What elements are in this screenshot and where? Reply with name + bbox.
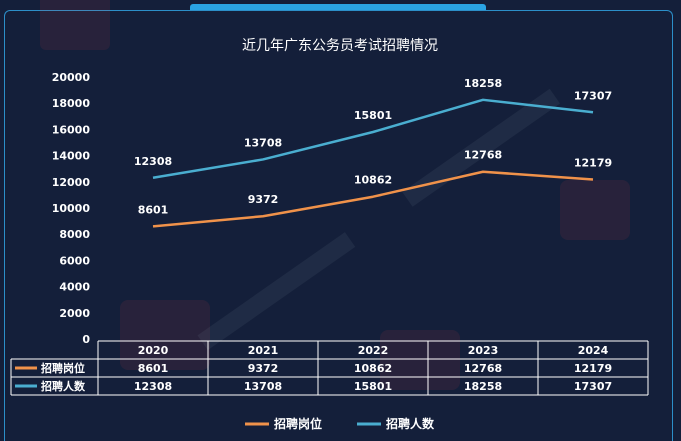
y-axis-ticks: 0 2000 4000 6000 8000 10000 12000 14000 16000 180… xyxy=(52,71,91,346)
table-cell-value: 17307 xyxy=(574,380,612,393)
data-label: 18258 xyxy=(464,77,502,90)
y-tick-label: 12000 xyxy=(52,176,91,189)
y-tick-label: 16000 xyxy=(52,123,91,136)
y-tick-label: 10000 xyxy=(52,202,91,215)
data-label: 15801 xyxy=(354,109,392,122)
table-cell-value: 13708 xyxy=(244,380,282,393)
data-label: 9372 xyxy=(248,193,279,206)
table-cell-value: 15801 xyxy=(354,380,392,393)
data-label: 12768 xyxy=(464,149,502,162)
series-line-2 xyxy=(152,98,594,179)
x-category-label: 2022 xyxy=(358,344,389,357)
data-label: 8601 xyxy=(138,203,169,216)
series-lines xyxy=(152,98,594,228)
table-cell-value: 12308 xyxy=(134,380,172,393)
legend-label-1: 招聘岗位 xyxy=(274,416,322,431)
data-label: 17307 xyxy=(574,89,612,102)
data-label: 10862 xyxy=(354,174,392,187)
table-cell-value: 8601 xyxy=(138,362,169,375)
table-cell-value: 10862 xyxy=(354,362,392,375)
x-category-label: 2023 xyxy=(468,344,499,357)
data-table: 2020 2021 2022 2023 2024 招聘岗位 8601 9372 10862 127… xyxy=(10,340,649,396)
legend: 招聘岗位 招聘人数 xyxy=(245,416,435,431)
table-cell-value: 18258 xyxy=(464,380,502,393)
chart-title: 近几年广东公务员考试招聘情况 xyxy=(242,38,438,54)
y-tick-label: 6000 xyxy=(59,254,90,267)
frame-accent-bar xyxy=(190,4,486,10)
y-tick-label: 18000 xyxy=(52,97,91,110)
x-category-label: 2024 xyxy=(578,344,609,357)
table-series-name: 招聘人数 xyxy=(41,379,86,393)
x-category-label: 2020 xyxy=(138,344,169,357)
y-tick-label: 20000 xyxy=(52,71,91,84)
data-labels: 8601 9372 10862 12768 12179 12308 13708 15801 18… xyxy=(134,77,612,217)
table-series-name: 招聘岗位 xyxy=(41,361,85,375)
y-tick-label: 4000 xyxy=(59,281,90,294)
data-label: 12179 xyxy=(574,156,612,169)
legend-label-2: 招聘人数 xyxy=(386,416,435,431)
y-tick-label: 0 xyxy=(82,333,90,346)
chart-frame xyxy=(4,10,673,441)
series-line-1 xyxy=(152,170,594,228)
data-label: 13708 xyxy=(244,136,282,149)
y-tick-label: 14000 xyxy=(52,150,91,163)
table-cell-value: 12179 xyxy=(574,362,612,375)
table-cell-value: 12768 xyxy=(464,362,502,375)
y-tick-label: 8000 xyxy=(59,228,90,241)
x-category-label: 2021 xyxy=(248,344,279,357)
table-cell-value: 9372 xyxy=(248,362,279,375)
y-tick-label: 2000 xyxy=(59,307,90,320)
data-label: 12308 xyxy=(134,155,172,168)
